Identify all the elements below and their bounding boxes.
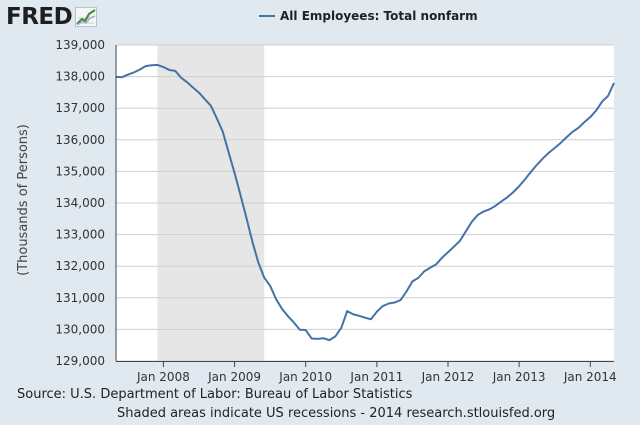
y-tick-label: 129,000 xyxy=(55,354,105,368)
chart-legend: All Employees: Total nonfarm xyxy=(259,9,478,23)
legend-label: All Employees: Total nonfarm xyxy=(280,9,478,23)
y-tick-label: 133,000 xyxy=(55,228,105,242)
source-note: Source: U.S. Department of Labor: Bureau… xyxy=(17,387,413,402)
y-tick-label: 137,000 xyxy=(55,101,105,115)
y-tick-label: 132,000 xyxy=(55,259,105,273)
y-tick-label: 131,000 xyxy=(55,291,105,305)
x-tick-label: Jan 2014 xyxy=(563,370,617,384)
recession-note: Shaded areas indicate US recessions - 20… xyxy=(117,406,556,421)
x-tick-label: Jan 2012 xyxy=(421,370,475,384)
series-line xyxy=(115,63,615,342)
x-tick-label: Jan 2010 xyxy=(278,370,332,384)
y-tick-label: 136,000 xyxy=(55,133,105,147)
y-axis-title: (Thousands of Persons) xyxy=(16,124,31,276)
fred-logo-text: FRED xyxy=(6,3,73,30)
y-tick-label: 139,000 xyxy=(55,38,105,52)
x-tick-label: Jan 2008 xyxy=(136,370,190,384)
y-tick-label: 130,000 xyxy=(55,322,105,336)
legend-swatch xyxy=(259,15,275,17)
x-tick-label: Jan 2009 xyxy=(207,370,261,384)
fred-logo[interactable]: FRED xyxy=(6,3,98,30)
y-tick-label: 134,000 xyxy=(55,196,105,210)
y-tick-label: 135,000 xyxy=(55,164,105,178)
y-tick-label: 138,000 xyxy=(55,70,105,84)
fred-chart-logo-icon xyxy=(75,7,98,27)
x-tick-label: Jan 2013 xyxy=(492,370,546,384)
x-tick-label: Jan 2011 xyxy=(349,370,403,384)
